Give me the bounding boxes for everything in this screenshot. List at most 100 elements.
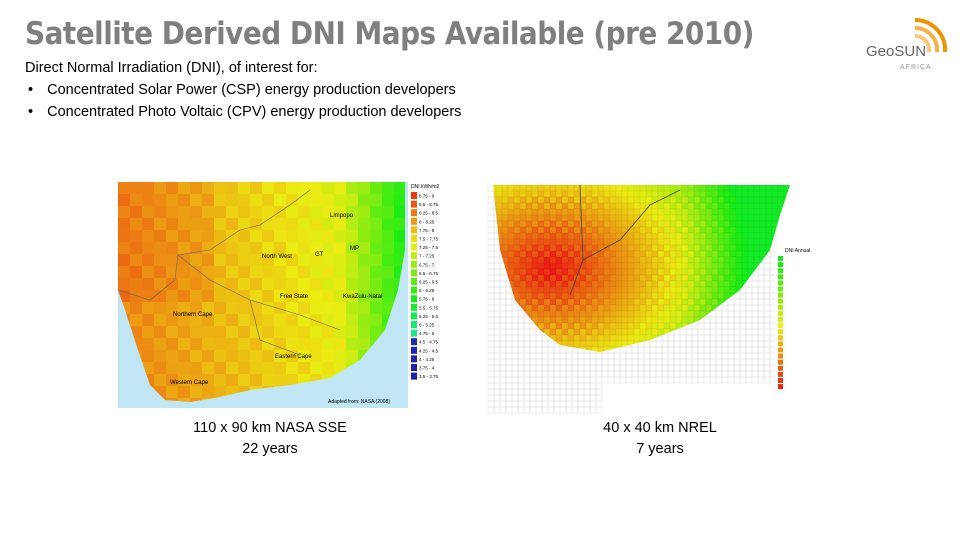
map-cell (493, 256, 497, 264)
grid-cell (745, 340, 753, 348)
map-cell (537, 202, 545, 210)
map-cell (747, 274, 755, 282)
map-cell (645, 244, 653, 252)
map-cell (286, 242, 298, 254)
map-cell (621, 256, 629, 264)
map-cell (214, 278, 226, 290)
map-cell (723, 185, 731, 192)
map-cell (507, 190, 515, 198)
grid-cell (571, 376, 579, 384)
map-cell (639, 244, 647, 252)
grid-cell (631, 364, 639, 372)
map-cell (657, 256, 665, 264)
grid-cell (763, 304, 771, 312)
map-cell (759, 256, 767, 264)
map-cell (555, 346, 563, 352)
map-cell (334, 206, 346, 218)
map-cell (507, 202, 515, 210)
grid-cell (499, 376, 507, 384)
map-cell (495, 322, 503, 330)
grid-cell (505, 334, 513, 342)
map-cell (549, 250, 557, 258)
map-cell (645, 226, 653, 234)
map-cell (238, 350, 250, 362)
map-cell (711, 244, 719, 252)
map-cell (753, 310, 761, 318)
map-cell (591, 268, 599, 276)
grid-cell (487, 328, 495, 336)
map-cell (753, 238, 761, 246)
map-cell (502, 359, 508, 365)
grid-cell (721, 340, 729, 348)
map-cell (214, 338, 226, 350)
grid-cell (511, 376, 519, 384)
grid-cell (643, 352, 651, 360)
grid-cell (493, 358, 501, 366)
grid-cell (607, 364, 615, 372)
map-cell (274, 218, 286, 230)
map-cell (493, 250, 497, 258)
map-cell (615, 268, 623, 276)
grid-cell (757, 340, 765, 348)
map-cell (370, 314, 382, 326)
map-cell (567, 202, 575, 210)
map-cell (615, 232, 623, 240)
map-cell (603, 256, 611, 264)
grid-cell (739, 370, 747, 378)
map-cell (573, 196, 581, 204)
map-cell (735, 304, 743, 312)
map-cell (723, 346, 731, 352)
map-cell (681, 226, 689, 234)
map-cell (298, 350, 310, 362)
grid-cell (757, 370, 765, 378)
map-cell (178, 302, 190, 314)
map-cell (525, 196, 533, 204)
map-cell (753, 304, 761, 312)
map-cell (382, 254, 394, 266)
map-cell (130, 266, 142, 278)
map-cell (597, 262, 605, 270)
legend-swatch (778, 298, 783, 304)
legend-title: DNI Annual (785, 248, 810, 254)
map-cell (519, 262, 527, 270)
map-cell (640, 353, 646, 359)
map-cell (603, 208, 611, 216)
map-cell (250, 314, 262, 326)
map-cell (493, 322, 497, 330)
map-cell (543, 292, 551, 300)
map-cell (591, 244, 599, 252)
grid-cell (655, 370, 663, 378)
map-cell (298, 290, 310, 302)
map-cell (525, 322, 533, 330)
map-cell (567, 232, 575, 240)
map-cell (537, 340, 545, 348)
grid-cell (577, 352, 585, 360)
map-cell (669, 340, 677, 348)
map-cell (154, 278, 166, 290)
grid-cell (559, 352, 567, 360)
grid-cell (577, 406, 585, 414)
map-cell (567, 238, 575, 246)
grid-cell (523, 334, 531, 342)
map-cell (657, 190, 665, 198)
map-cell (676, 353, 682, 359)
map-cell (675, 232, 683, 240)
map-cell (549, 202, 557, 210)
map-cell (178, 386, 190, 398)
map-cell (657, 286, 665, 294)
map-cell (657, 238, 665, 246)
map-cell (735, 274, 743, 282)
map-cell (621, 238, 629, 246)
map-cell (190, 350, 202, 362)
grid-cell (715, 364, 723, 372)
map-cell (555, 202, 563, 210)
map-cell (591, 328, 599, 336)
map-cell (669, 208, 677, 216)
map-cell (543, 250, 551, 258)
map-cell (681, 346, 689, 352)
grid-cell (517, 316, 525, 324)
map-cell (597, 346, 605, 352)
logo-sub: AFRICA (900, 64, 932, 71)
map-cell (501, 274, 509, 282)
map-cell (705, 208, 713, 216)
